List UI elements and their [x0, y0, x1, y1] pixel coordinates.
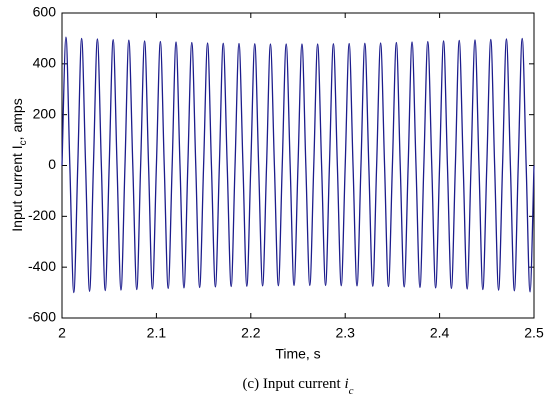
caption: (c) Input current ic [242, 376, 353, 396]
caption-var: i [344, 376, 348, 392]
x-tick-label: 2 [58, 325, 66, 341]
y-label-unit: , amps [9, 98, 25, 140]
y-tick-label: -200 [28, 207, 56, 223]
y-tick-label: -400 [28, 258, 56, 274]
y-tick-label: 200 [33, 105, 57, 121]
series-line [61, 36, 535, 294]
y-tick-label: 600 [33, 4, 57, 20]
x-tick-label: 2.3 [335, 325, 355, 341]
y-label-main: Input current I [9, 145, 25, 231]
y-tick-label: -600 [28, 309, 56, 325]
y-tick-label: 0 [48, 156, 56, 172]
caption-sub: c [349, 385, 354, 397]
x-tick-label: 2.2 [241, 325, 261, 341]
x-tick-label: 2.5 [524, 325, 544, 341]
y-axis-label: Input current Ic, amps [9, 98, 29, 231]
caption-main: (c) Input current [242, 376, 344, 392]
x-tick-label: 2.4 [430, 325, 450, 341]
x-tick-label: 2.1 [147, 325, 167, 341]
y-label-sub: c [18, 140, 29, 145]
y-tick-label: 400 [33, 55, 57, 71]
x-axis-label: Time, s [275, 346, 320, 362]
